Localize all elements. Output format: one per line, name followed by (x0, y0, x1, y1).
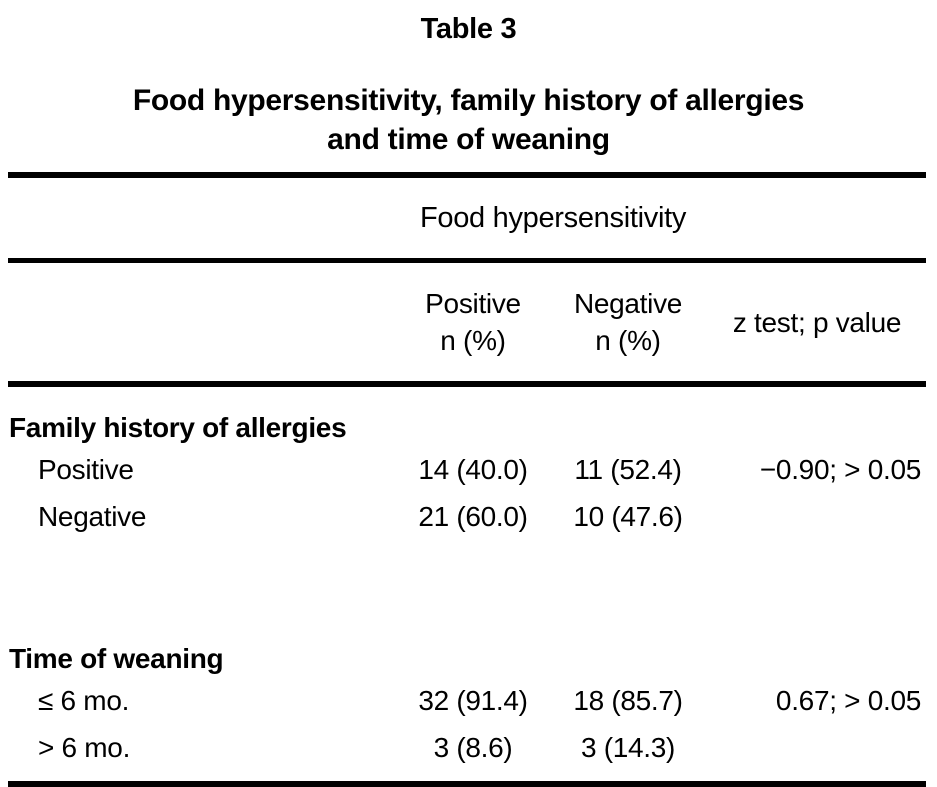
cell-negative: 18 (85.7) (573, 684, 683, 716)
section-spacer-cell (8, 540, 926, 632)
cell-positive: 3 (8.6) (433, 731, 513, 763)
section-title-row: Time of weaning (8, 632, 926, 677)
section-title-row: Family history of allergies (8, 384, 926, 446)
column-header-positive-line2: n (%) (440, 325, 506, 356)
cell-ztest: −0.90; > 0.05 (759, 453, 922, 485)
group-header-empty-right (708, 175, 927, 263)
row-label: ≤ 6 mo. (38, 684, 130, 716)
table-title-line2: and time of weaning (327, 123, 610, 156)
table-caption: Table 3 (420, 13, 517, 45)
cell-negative: 3 (14.3) (580, 731, 676, 763)
column-header-row: Positive n (%) Negative n (%) z test; p … (8, 260, 927, 387)
cell-positive: 14 (40.0) (418, 453, 528, 485)
group-header-cell: Food hypersensitivity (398, 175, 709, 263)
table-row: Negative 21 (60.0) 10 (47.6) (8, 493, 926, 540)
column-header-negative-line2: n (%) (595, 325, 661, 356)
bottom-spacer (8, 771, 926, 784)
cell-negative: 10 (47.6) (573, 500, 683, 532)
row-label: Positive (38, 453, 134, 485)
column-header-ztest: z test; p value (708, 260, 927, 387)
table-title: Food hypersensitivity, family history of… (0, 81, 937, 159)
column-header-positive: Positive n (%) (398, 260, 548, 387)
column-header-empty (8, 260, 398, 387)
cell-negative: 11 (52.4) (574, 453, 682, 485)
cell-ztest (708, 724, 926, 771)
table-title-line1: Food hypersensitivity, family history of… (132, 84, 805, 117)
statistics-table: Food hypersensitivity Positive n (%) Neg… (8, 172, 927, 787)
row-label: > 6 mo. (38, 731, 131, 763)
table-row: ≤ 6 mo. 32 (91.4) 18 (85.7) 0.67; > 0.05 (8, 677, 926, 724)
cell-ztest: 0.67; > 0.05 (775, 684, 922, 716)
group-header-empty-left (8, 175, 398, 263)
group-header-row: Food hypersensitivity (8, 175, 927, 263)
column-header-negative: Negative n (%) (548, 260, 709, 387)
column-header-negative-line1: Negative (573, 288, 683, 319)
row-label: Negative (38, 500, 147, 532)
bottom-spacer-cell (8, 771, 926, 784)
cell-ztest (708, 493, 926, 540)
cell-positive: 21 (60.0) (418, 500, 528, 532)
column-header-positive-line1: Positive (425, 288, 521, 319)
section-spacer (8, 540, 926, 632)
section-title: Family history of allergies (9, 412, 347, 443)
section-title: Time of weaning (9, 643, 224, 674)
table-row: > 6 mo. 3 (8.6) 3 (14.3) (8, 724, 926, 771)
cell-positive: 32 (91.4) (418, 684, 528, 716)
table-row: Positive 14 (40.0) 11 (52.4) −0.90; > 0.… (8, 446, 926, 493)
